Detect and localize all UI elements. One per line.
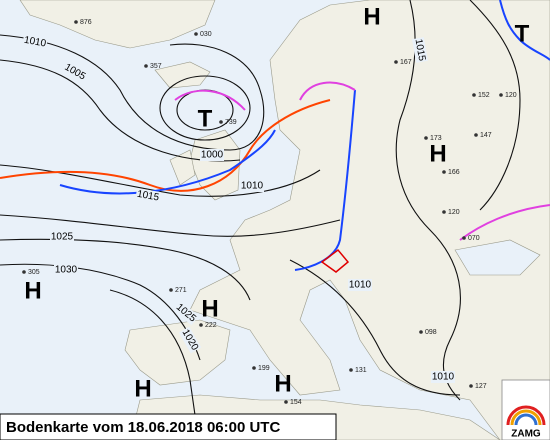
station-value: 070 [468,235,480,242]
station-value: 152 [478,92,490,99]
station [144,64,148,68]
station [474,133,478,137]
isobar-label-bg [431,371,455,383]
isobar-label: 1010 [432,372,455,383]
station-value: 271 [175,287,187,294]
station-value: 127 [475,383,487,390]
station [74,20,78,24]
station [419,330,423,334]
isobar-label-bg [22,34,48,50]
isobar-label-bg [54,264,78,276]
station-value: 167 [400,59,412,66]
pressure-center: H [201,295,218,322]
station-value: 199 [258,365,270,372]
pressure-center: H [429,140,446,167]
station-value: 876 [80,19,92,26]
station [442,210,446,214]
isobar-label: 1015 [413,38,428,62]
station-value: 739 [225,119,237,126]
isobar-label-bg [178,326,202,354]
isobar-label: 1010 [241,181,264,192]
station [499,93,503,97]
caption: Bodenkarte vom 18.06.2018 06:00 UTC [6,419,280,436]
station [472,93,476,97]
pressure-center: T [515,20,530,47]
isobar-label: 1000 [201,150,224,161]
pressure-center: H [24,277,41,304]
isobar-label-bg [172,300,200,326]
station [194,32,198,36]
isobar-label-bg [412,37,428,63]
isobar-label-bg [348,279,372,291]
pressure-center: H [363,3,380,30]
isobar-label: 1025 [51,232,74,243]
isobar-label: 1010 [349,280,372,291]
station-value: 173 [430,135,442,142]
station [424,136,428,140]
station [284,400,288,404]
station [394,60,398,64]
isobar-label: 1015 [136,189,160,204]
isobar-label-bg [61,60,89,84]
caption-box [0,413,337,440]
station [199,323,203,327]
station [469,384,473,388]
station [462,236,466,240]
station-value: 305 [28,269,40,276]
logo: ZAMG [501,379,550,440]
pressure-center: H [274,370,291,397]
station-value: 098 [425,329,437,336]
station-value: 357 [150,63,162,70]
station [22,270,26,274]
station-value: 222 [205,322,217,329]
station-value: 154 [290,399,302,406]
pressure-center: T [198,105,213,132]
station [219,120,223,124]
station-value: 131 [355,367,367,374]
isobar-label: 1030 [55,265,78,276]
station [169,288,173,292]
station-value: 120 [448,209,460,216]
station [349,368,353,372]
logo-text: ZAMG [511,429,541,440]
fronts [0,0,550,273]
station [252,366,256,370]
isobar-label: 1010 [23,35,47,50]
station-value: 166 [448,169,460,176]
station-value: 120 [505,92,517,99]
isobars [0,0,521,416]
isobar-label-bg [240,180,264,192]
station [442,170,446,174]
isobar-label-bg [200,149,224,161]
pressure-center: H [134,375,151,402]
isobar-label-bg [135,188,161,204]
station-value: 030 [200,31,212,38]
isobar-label-bg [50,231,74,243]
station-value: 147 [480,132,492,139]
